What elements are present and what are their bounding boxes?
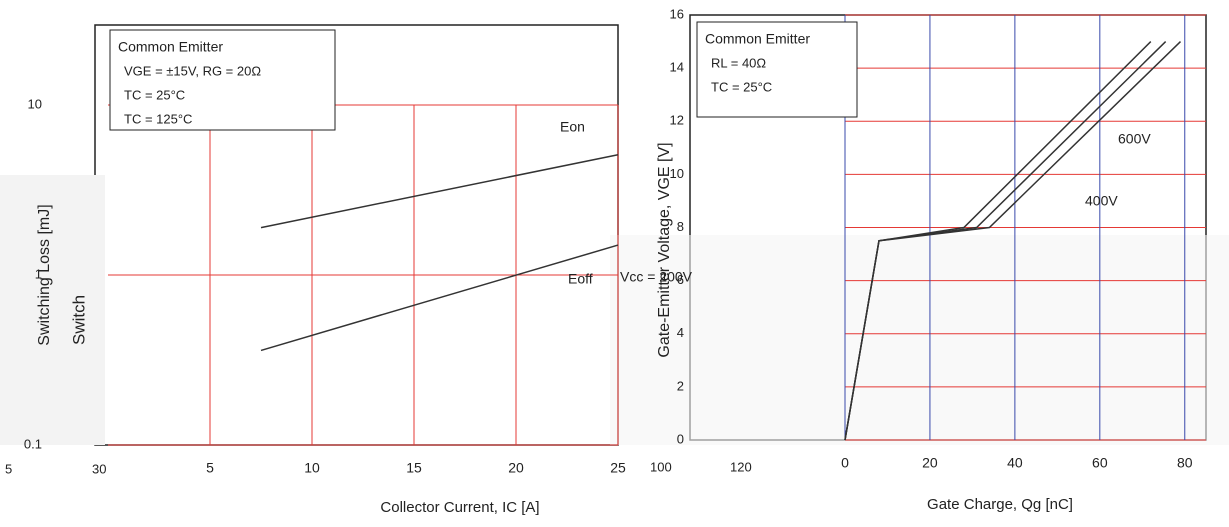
y-tick-label: 10 [670, 166, 684, 181]
legend-box [696, 21, 858, 118]
y-tick-label: 1 [35, 266, 42, 281]
fragment-label: 5 [5, 461, 12, 476]
legend-box [109, 29, 336, 131]
y-tick-label: 10 [28, 96, 42, 111]
legend-title: Common Emitter [118, 39, 223, 55]
legend-entry: TC = 25°C [711, 79, 772, 94]
y-tick-label: 6 [677, 272, 684, 287]
y-axis-label: Gate-Emitter Voltage, VGE [V] [656, 142, 673, 357]
x-tick-label: 0 [841, 455, 849, 471]
y-tick-label: 4 [677, 325, 684, 340]
y-axis-label: Switching Loss [mJ] [36, 204, 53, 345]
series-label: Eon [560, 119, 585, 135]
data-line [844, 41, 1182, 441]
legend-entry: RL = 40Ω [711, 55, 766, 70]
legend-entry: TC = 25°C [124, 87, 185, 102]
x-tick-label: 25 [610, 460, 626, 476]
fragment-label: Switch [69, 295, 88, 345]
x-tick-label: 40 [1007, 455, 1023, 471]
series-label: 600V [1118, 131, 1151, 147]
y-tick-label: 8 [677, 219, 684, 234]
partial-panel [0, 175, 105, 445]
overlap-panel [610, 235, 1229, 445]
x-tick-label: 15 [406, 460, 422, 476]
series-label: Vcc = 200V [620, 269, 693, 285]
fragment-label: 120 [730, 459, 752, 474]
y-tick-label: 0.1 [24, 436, 42, 451]
y-tick-label: 16 [670, 6, 684, 21]
y-tick-label: 2 [677, 378, 684, 393]
legend-title: Common Emitter [705, 31, 810, 47]
series-label: 400V [1085, 193, 1118, 209]
y-tick-label: 14 [670, 60, 684, 75]
x-tick-label: 10 [304, 460, 320, 476]
x-axis-label: Gate Charge, Qg [nC] [927, 496, 1073, 513]
x-tick-label: 20 [922, 455, 938, 471]
x-axis-label: Collector Current, IC [A] [380, 499, 539, 516]
data-line [260, 244, 619, 352]
x-tick-label: 5 [206, 460, 214, 476]
x-tick-label: 60 [1092, 455, 1108, 471]
fragment-label: 100 [650, 459, 672, 474]
x-tick-label: 80 [1177, 455, 1193, 471]
fragment-label: 30 [92, 461, 106, 476]
series-label: Eoff [568, 271, 593, 287]
x-tick-label: 20 [508, 460, 524, 476]
legend-entry: TC = 125°C [124, 111, 192, 126]
legend-entry: VGE = ±15V, RG = 20Ω [124, 63, 261, 78]
y-tick-label: 12 [670, 113, 684, 128]
data-line [260, 153, 619, 229]
y-tick-label: 0 [677, 431, 684, 446]
